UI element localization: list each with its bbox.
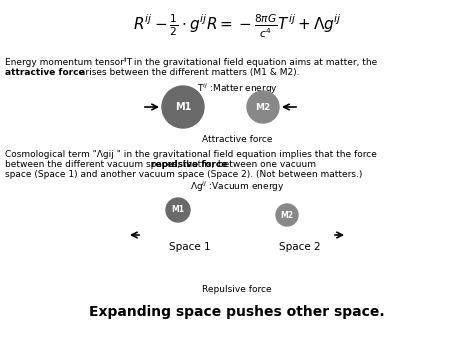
Text: M1: M1 <box>172 205 184 215</box>
Text: Expanding space pushes other space.: Expanding space pushes other space. <box>89 305 385 319</box>
Text: space (Space 1) and another vacuum space (Space 2). (Not between matters.): space (Space 1) and another vacuum space… <box>5 170 363 179</box>
Text: ij: ij <box>123 57 127 62</box>
Text: between the different vacuum spaces, that is,: between the different vacuum spaces, tha… <box>5 160 217 169</box>
Text: Cosmological term "Λgij " in the gravitational field equation implies that the f: Cosmological term "Λgij " in the gravita… <box>5 150 377 159</box>
Text: in the gravitational field equation aims at matter, the: in the gravitational field equation aims… <box>131 58 377 67</box>
Circle shape <box>162 86 204 128</box>
Text: T$^{ij}$ :Matter energy: T$^{ij}$ :Matter energy <box>197 82 277 96</box>
Text: $R^{ij} - \frac{1}{2} \cdot g^{ij}R = -\frac{8\pi G}{c^4}T^{ij} + \Lambda g^{ij}: $R^{ij} - \frac{1}{2} \cdot g^{ij}R = -\… <box>133 12 341 40</box>
Text: Space 1: Space 1 <box>169 242 211 252</box>
Text: Repulsive force: Repulsive force <box>202 285 272 294</box>
Text: M1: M1 <box>175 102 191 112</box>
Text: repulsive force: repulsive force <box>151 160 228 169</box>
Text: attractive force: attractive force <box>5 68 85 77</box>
Text: Space 2: Space 2 <box>279 242 321 252</box>
Circle shape <box>247 91 279 123</box>
Text: arises between the different matters (M1 & M2).: arises between the different matters (M1… <box>77 68 300 77</box>
Text: between one vacuum: between one vacuum <box>215 160 316 169</box>
Ellipse shape <box>255 199 335 271</box>
Circle shape <box>166 198 190 222</box>
Circle shape <box>276 204 298 226</box>
Ellipse shape <box>137 193 233 277</box>
Text: Energy momentum tensor T: Energy momentum tensor T <box>5 58 132 67</box>
Text: Attractive force: Attractive force <box>202 135 272 144</box>
Text: $\Lambda$g$^{ij}$ :Vacuum energy: $\Lambda$g$^{ij}$ :Vacuum energy <box>190 180 284 194</box>
Text: M2: M2 <box>255 103 271 111</box>
Text: M2: M2 <box>281 210 293 220</box>
